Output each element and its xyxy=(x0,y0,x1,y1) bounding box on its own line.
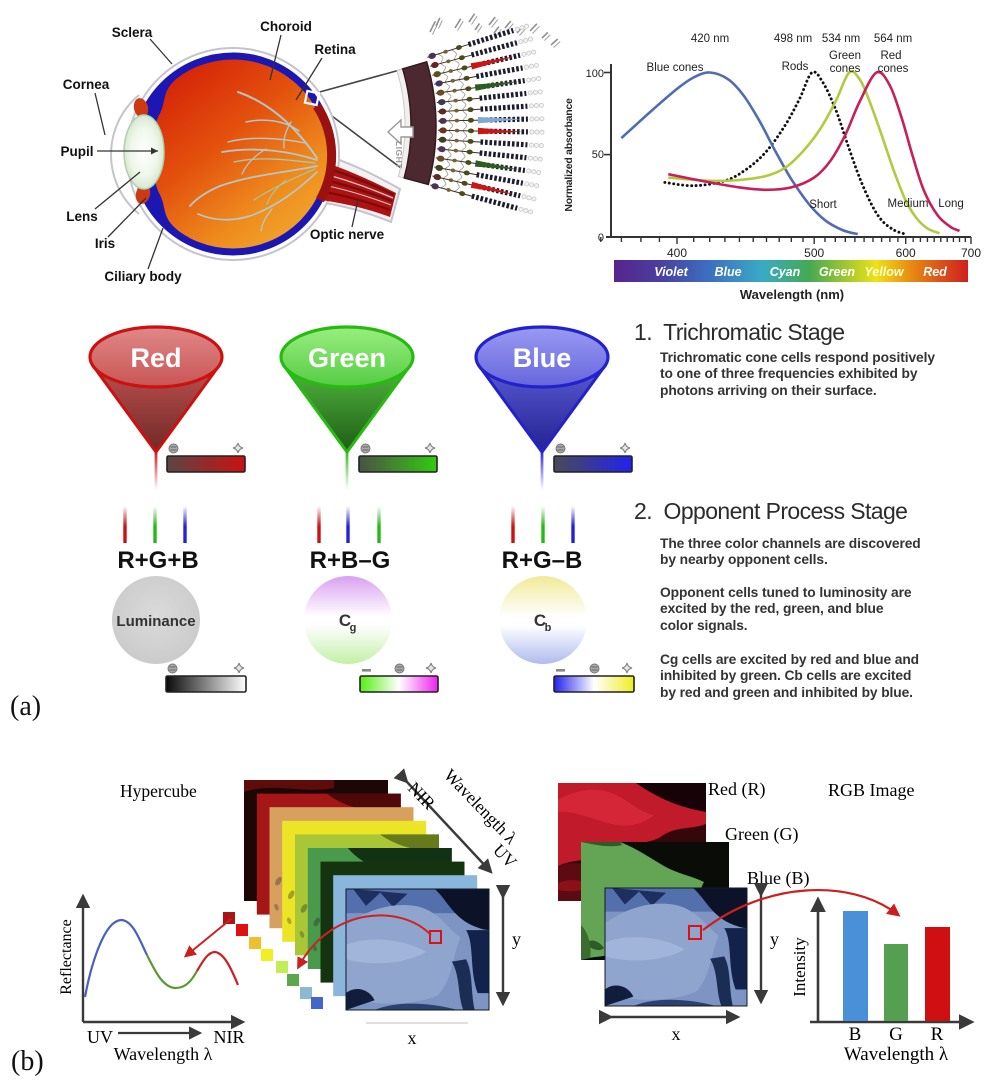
svg-text:0: 0 xyxy=(598,232,604,244)
svg-text:Long: Long xyxy=(938,198,964,210)
svg-text:C: C xyxy=(339,611,351,630)
svg-text:Red: Red xyxy=(923,265,947,279)
svg-text:y: y xyxy=(512,929,521,949)
svg-text:Blue: Blue xyxy=(513,343,572,373)
svg-text:R: R xyxy=(931,1024,944,1045)
svg-text:Rods: Rods xyxy=(782,61,809,73)
svg-text:Green: Green xyxy=(819,265,855,279)
svg-text:Yellow: Yellow xyxy=(864,265,904,279)
svg-text:Green: Green xyxy=(308,343,386,373)
svg-text:Red: Red xyxy=(130,343,181,373)
svg-text:cones: cones xyxy=(878,63,909,75)
svg-text:Red (R): Red (R) xyxy=(708,779,766,800)
svg-text:Wavelength λ: Wavelength λ xyxy=(114,1044,213,1064)
svg-text:Choroid: Choroid xyxy=(260,19,312,34)
svg-text:Blue cones: Blue cones xyxy=(647,62,704,74)
svg-text:Blue: Blue xyxy=(714,265,741,279)
svg-text:R+G+B: R+G+B xyxy=(117,547,198,574)
svg-text:Cornea: Cornea xyxy=(63,77,110,92)
svg-text:Intensity: Intensity xyxy=(790,937,809,997)
svg-text:R+G–B: R+G–B xyxy=(502,547,583,574)
svg-text:R+B–G: R+B–G xyxy=(310,547,391,574)
svg-text:NIR: NIR xyxy=(214,1027,245,1047)
svg-text:cones: cones xyxy=(830,63,861,75)
svg-text:50: 50 xyxy=(592,149,604,161)
svg-text:Wavelength (nm): Wavelength (nm) xyxy=(740,287,844,302)
svg-text:x: x xyxy=(672,1024,681,1044)
svg-text:534 nm: 534 nm xyxy=(822,33,860,45)
svg-text:Reflectance: Reflectance xyxy=(58,919,75,995)
svg-text:b: b xyxy=(545,622,552,634)
svg-text:Optic nerve: Optic nerve xyxy=(310,227,385,242)
svg-text:Blue (B): Blue (B) xyxy=(747,868,810,889)
svg-text:Hypercube: Hypercube xyxy=(120,781,197,801)
svg-text:RGB Image: RGB Image xyxy=(828,780,914,800)
svg-text:564 nm: 564 nm xyxy=(874,33,912,45)
svg-text:Pupil: Pupil xyxy=(61,144,94,159)
svg-text:UV: UV xyxy=(489,840,521,872)
svg-text:500: 500 xyxy=(804,246,824,260)
svg-text:Wavelength λ: Wavelength λ xyxy=(440,765,521,848)
svg-text:UV: UV xyxy=(87,1027,113,1047)
svg-text:Violet: Violet xyxy=(654,265,688,279)
svg-text:600: 600 xyxy=(896,246,916,260)
svg-text:Lens: Lens xyxy=(66,209,98,224)
svg-text:Retina: Retina xyxy=(314,42,356,57)
svg-text:Red: Red xyxy=(880,50,901,62)
svg-text:Medium: Medium xyxy=(888,198,929,210)
svg-text:Cyan: Cyan xyxy=(770,265,801,279)
svg-text:Luminance: Luminance xyxy=(116,613,195,630)
svg-text:G: G xyxy=(889,1024,903,1045)
svg-text:x: x xyxy=(408,1028,417,1048)
svg-text:Green: Green xyxy=(829,50,861,62)
svg-text:Ciliary body: Ciliary body xyxy=(104,269,182,284)
svg-text:y: y xyxy=(770,929,779,949)
svg-text:400: 400 xyxy=(667,246,687,260)
svg-text:Normalized absorbance: Normalized absorbance xyxy=(563,98,575,212)
svg-text:700: 700 xyxy=(961,246,981,260)
svg-text:420 nm: 420 nm xyxy=(691,33,729,45)
svg-text:g: g xyxy=(350,622,357,634)
svg-text:Short: Short xyxy=(809,199,837,211)
svg-text:B: B xyxy=(849,1024,862,1045)
svg-text:C: C xyxy=(534,611,546,630)
svg-text:Wavelength λ: Wavelength λ xyxy=(844,1044,949,1065)
svg-text:100: 100 xyxy=(586,68,604,80)
svg-text:Sclera: Sclera xyxy=(112,25,153,40)
svg-text:Green (G): Green (G) xyxy=(725,824,798,845)
svg-text:LIGHT: LIGHT xyxy=(394,141,404,169)
svg-text:498 nm: 498 nm xyxy=(774,33,812,45)
svg-text:Iris: Iris xyxy=(95,236,115,251)
